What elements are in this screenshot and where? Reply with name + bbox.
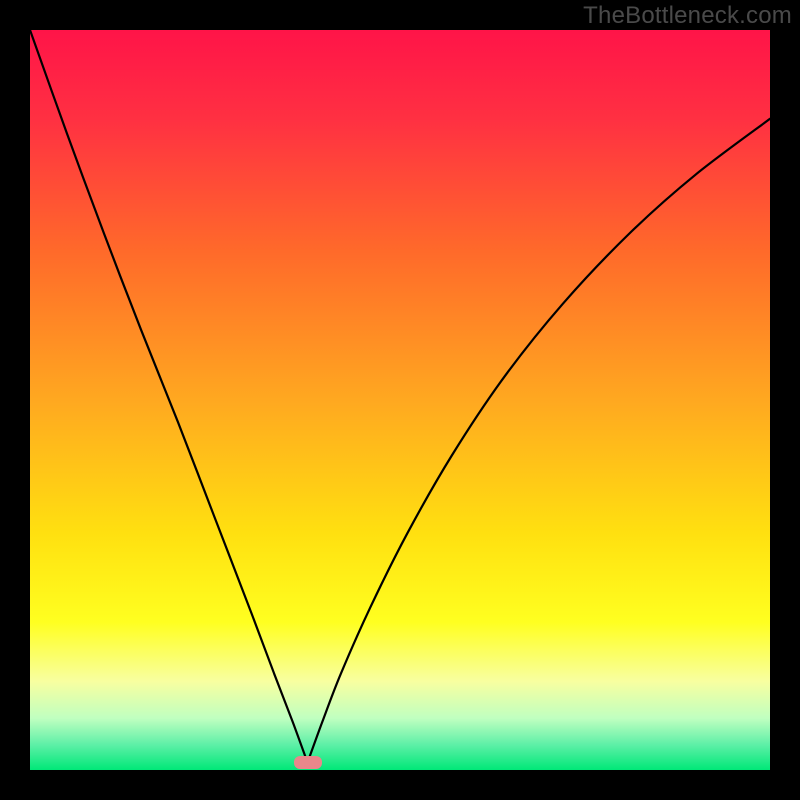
watermark-link[interactable]: TheBottleneck.com bbox=[583, 2, 792, 29]
optimal-point-marker bbox=[294, 756, 322, 769]
curve-left-branch bbox=[30, 30, 308, 763]
chart-container: TheBottleneck.com bbox=[0, 0, 800, 800]
curve-svg bbox=[30, 30, 770, 770]
plot-area bbox=[30, 30, 770, 770]
watermark-text: TheBottleneck.com bbox=[583, 2, 792, 30]
curve-right-branch bbox=[308, 119, 771, 763]
